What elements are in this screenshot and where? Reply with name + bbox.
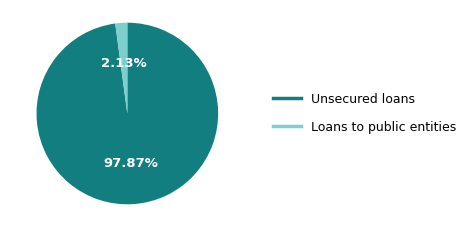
Wedge shape [37, 23, 218, 204]
Text: 97.87%: 97.87% [103, 157, 158, 170]
Legend: Unsecured loans, Loans to public entities: Unsecured loans, Loans to public entitie… [267, 87, 462, 140]
Text: 2.13%: 2.13% [101, 57, 147, 70]
Wedge shape [115, 23, 127, 114]
